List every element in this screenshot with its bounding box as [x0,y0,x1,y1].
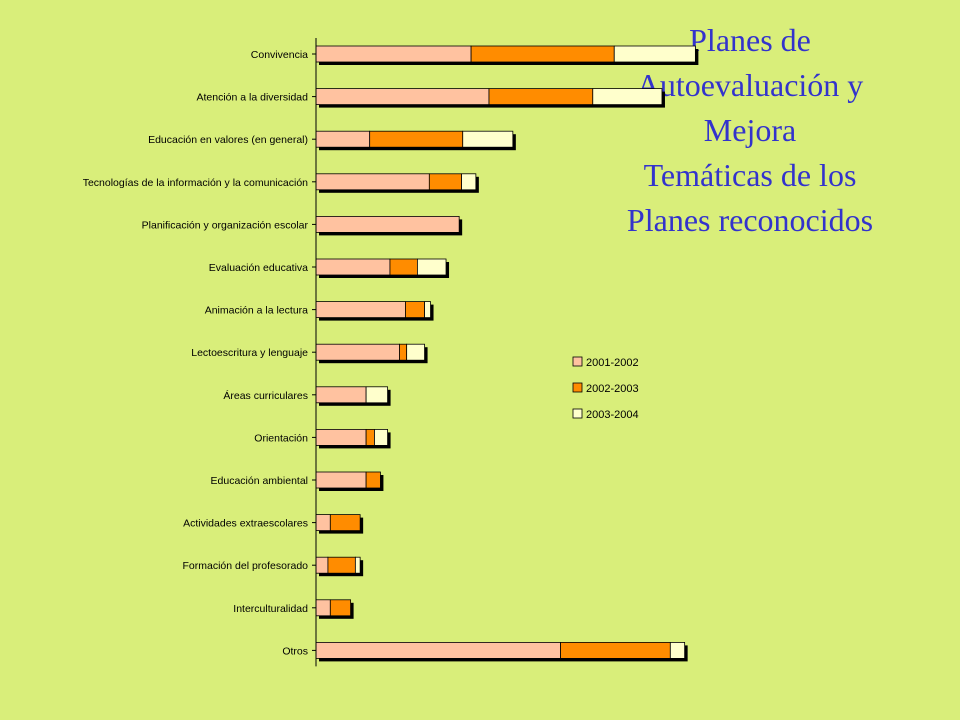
bar-segment-2001-2002 [315,88,490,105]
bar-segment-2003-2004 [424,301,431,319]
category-label: Tecnologías de la información y la comun… [83,177,308,189]
category-label: Educación ambiental [211,475,308,487]
bar-segment-2003-2004 [354,556,361,574]
title-line: Temáticas de los [643,157,857,193]
title-line: Mejora [703,112,797,148]
bar-segment-2002-2003 [329,599,351,617]
bar-segment-2002-2003 [365,428,375,446]
bar-segment-2001-2002 [315,45,472,63]
bar-segment-2002-2003 [470,45,615,63]
category-label: Atención a la diversidad [197,92,309,104]
bar-segment-2001-2002 [315,642,561,659]
bar-segment-2003-2004 [461,173,477,191]
title-line: Planes de [689,22,811,58]
bar-segment-2003-2004 [365,386,388,404]
category-label: Planificación y organización escolar [142,219,309,231]
category-label: Formación del profesorado [183,560,309,572]
title-line: Autoevaluación y [636,67,864,103]
bar-segment-2001-2002 [315,301,406,319]
bar-segment-2001-2002 [315,258,391,276]
category-label: Otros [282,645,308,657]
legend-label: 2001-2002 [586,357,639,369]
bar-segment-2001-2002 [315,173,430,191]
bar-segment-2002-2003 [389,258,418,276]
category-label: Lectoescritura y lenguaje [191,347,308,359]
bar-segment-2002-2003 [365,471,381,489]
legend-label: 2002-2003 [586,383,639,395]
category-label: Animación a la lectura [205,305,308,317]
bar-segment-2002-2003 [327,556,356,574]
bar-segment-2001-2002 [315,130,371,148]
legend-label: 2003-2004 [586,409,639,421]
bar-segment-2001-2002 [315,343,400,361]
legend: 2001-2002 2002-2003 2003-2004 [572,356,639,421]
bar-segment-2002-2003 [369,130,464,148]
bar-segment-2001-2002 [315,599,331,617]
category-labels: Convivencia Atención a la diversidad Educa… [83,49,309,657]
bar-segment-2002-2003 [560,642,671,659]
title-line: Planes reconocidos [626,202,874,238]
category-label: Áreas curriculares [223,389,308,402]
category-label: Educación en valores (en general) [148,134,308,146]
category-label: Convivencia [251,49,308,61]
bar-segment-2003-2004 [374,428,388,446]
bar-segment-2003-2004 [669,642,686,659]
bar-segment-2003-2004 [462,130,514,148]
category-label: Orientación [254,432,308,444]
slide-title: Planes de Autoevaluación y Mejora Temáti… [590,18,910,243]
bar-segment-2001-2002 [315,556,329,574]
bar-segment-2002-2003 [329,514,361,531]
bar-segment-2003-2004 [613,45,696,63]
bar-segment-2001-2002 [315,215,460,233]
legend-swatch [572,382,583,393]
bars-layer [312,38,699,667]
category-label: Actividades extraescolares [183,518,308,530]
bar-segment-2003-2004 [417,258,447,276]
legend-swatch [572,356,583,367]
bar-segment-2001-2002 [315,471,367,489]
bar-segment-2001-2002 [315,386,367,404]
bar-segment-2001-2002 [315,514,331,531]
bar-segment-2001-2002 [315,428,367,446]
category-label: Evaluación educativa [209,262,308,274]
bar-segment-2003-2004 [406,343,425,361]
bar-segment-2002-2003 [399,343,408,361]
legend-swatch [572,408,583,419]
bar-segment-2003-2004 [592,88,663,105]
bar-segment-2002-2003 [405,301,425,319]
bar-segment-2002-2003 [488,88,594,105]
bar-segment-2002-2003 [428,173,462,191]
category-label: Interculturalidad [233,603,308,615]
